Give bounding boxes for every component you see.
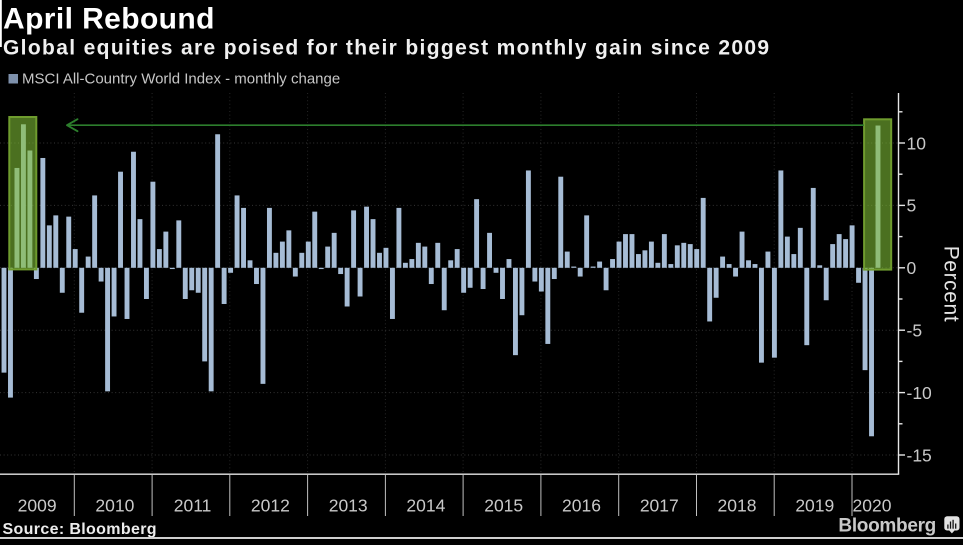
svg-text:0: 0	[907, 258, 917, 278]
svg-text:MSCI All-Country World Index -: MSCI All-Country World Index - monthly c…	[22, 71, 340, 88]
svg-text:-5: -5	[907, 321, 923, 341]
svg-text:-10: -10	[907, 383, 933, 403]
svg-text:Source: Bloomberg: Source: Bloomberg	[3, 521, 157, 538]
svg-text:2018: 2018	[718, 496, 757, 516]
svg-text:2014: 2014	[406, 496, 445, 516]
svg-text:2020: 2020	[853, 496, 892, 516]
svg-text:2009: 2009	[18, 496, 57, 516]
svg-text:2013: 2013	[329, 496, 368, 516]
svg-text:2019: 2019	[795, 496, 834, 516]
svg-text:10: 10	[907, 133, 927, 153]
svg-text:Bloomberg: Bloomberg	[838, 516, 936, 537]
svg-text:April Rebound: April Rebound	[3, 3, 215, 36]
svg-text:Global equities are poised for: Global equities are poised for their big…	[3, 37, 770, 60]
svg-text:2012: 2012	[251, 496, 290, 516]
svg-text:Percent: Percent	[940, 246, 963, 323]
svg-text:2016: 2016	[562, 496, 601, 516]
svg-text:5: 5	[907, 196, 917, 216]
svg-text:-15: -15	[907, 445, 932, 465]
svg-text:2015: 2015	[484, 496, 523, 516]
svg-text:2011: 2011	[174, 496, 212, 516]
svg-text:2017: 2017	[640, 496, 679, 516]
svg-text:2010: 2010	[95, 496, 134, 516]
